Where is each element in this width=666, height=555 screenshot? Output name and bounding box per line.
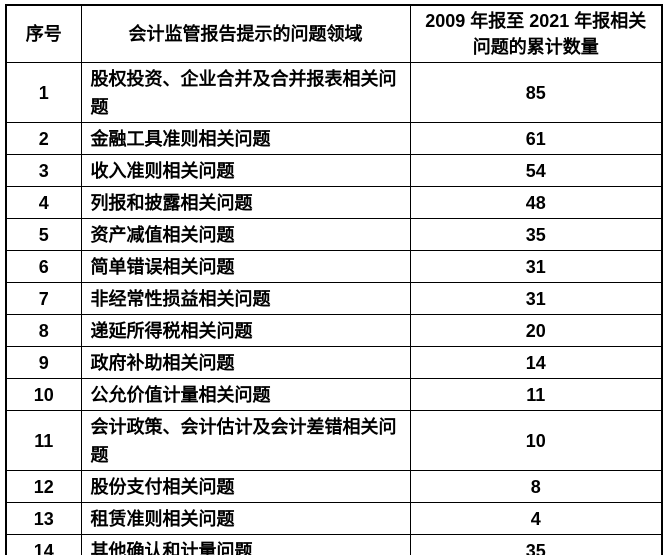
table-row: 14 其他确认和计量问题 35 bbox=[5, 534, 663, 555]
row-number: 2 bbox=[5, 122, 82, 155]
row-number: 6 bbox=[5, 250, 82, 283]
row-count: 10 bbox=[409, 410, 663, 471]
row-issue-area: 公允价值计量相关问题 bbox=[80, 378, 411, 411]
table-row: 10 公允价值计量相关问题 11 bbox=[5, 378, 663, 411]
row-count: 4 bbox=[409, 502, 663, 535]
row-number: 8 bbox=[5, 314, 82, 347]
row-count: 85 bbox=[409, 62, 663, 123]
row-number: 13 bbox=[5, 502, 82, 535]
table-body: 1 股权投资、企业合并及合并报表相关问题 85 2 金融工具准则相关问题 61 … bbox=[5, 62, 663, 555]
table-row: 4 列报和披露相关问题 48 bbox=[5, 186, 663, 219]
table-header: 序号 会计监管报告提示的问题领域 2009 年报至 2021 年报相关问题的累计… bbox=[5, 4, 663, 63]
row-count: 8 bbox=[409, 470, 663, 503]
row-number: 5 bbox=[5, 218, 82, 251]
row-count: 14 bbox=[409, 346, 663, 379]
row-number: 1 bbox=[5, 62, 82, 123]
table-row: 2 金融工具准则相关问题 61 bbox=[5, 122, 663, 155]
table-row: 9 政府补助相关问题 14 bbox=[5, 346, 663, 379]
row-count: 31 bbox=[409, 282, 663, 315]
header-cell-area: 会计监管报告提示的问题领域 bbox=[80, 4, 411, 63]
row-count: 20 bbox=[409, 314, 663, 347]
issues-table: 序号 会计监管报告提示的问题领域 2009 年报至 2021 年报相关问题的累计… bbox=[5, 4, 663, 555]
row-number: 10 bbox=[5, 378, 82, 411]
row-issue-area: 租赁准则相关问题 bbox=[80, 502, 411, 535]
table-row: 5 资产减值相关问题 35 bbox=[5, 218, 663, 251]
row-number: 14 bbox=[5, 534, 82, 555]
table-row: 8 递延所得税相关问题 20 bbox=[5, 314, 663, 347]
table-row: 13 租赁准则相关问题 4 bbox=[5, 502, 663, 535]
row-number: 3 bbox=[5, 154, 82, 187]
table-row: 6 简单错误相关问题 31 bbox=[5, 250, 663, 283]
row-count: 61 bbox=[409, 122, 663, 155]
row-count: 35 bbox=[409, 218, 663, 251]
header-row: 序号 会计监管报告提示的问题领域 2009 年报至 2021 年报相关问题的累计… bbox=[5, 4, 663, 63]
row-number: 7 bbox=[5, 282, 82, 315]
row-number: 11 bbox=[5, 410, 82, 471]
row-issue-area: 金融工具准则相关问题 bbox=[80, 122, 411, 155]
row-issue-area: 会计政策、会计估计及会计差错相关问题 bbox=[80, 410, 411, 471]
row-issue-area: 列报和披露相关问题 bbox=[80, 186, 411, 219]
row-issue-area: 股权投资、企业合并及合并报表相关问题 bbox=[80, 62, 411, 123]
row-count: 54 bbox=[409, 154, 663, 187]
row-count: 48 bbox=[409, 186, 663, 219]
row-issue-area: 收入准则相关问题 bbox=[80, 154, 411, 187]
table-row: 12 股份支付相关问题 8 bbox=[5, 470, 663, 503]
row-number: 9 bbox=[5, 346, 82, 379]
table-row: 1 股权投资、企业合并及合并报表相关问题 85 bbox=[5, 62, 663, 123]
header-cell-count: 2009 年报至 2021 年报相关问题的累计数量 bbox=[409, 4, 663, 63]
table-row: 3 收入准则相关问题 54 bbox=[5, 154, 663, 187]
row-issue-area: 非经常性损益相关问题 bbox=[80, 282, 411, 315]
row-issue-area: 其他确认和计量问题 bbox=[80, 534, 411, 555]
row-issue-area: 递延所得税相关问题 bbox=[80, 314, 411, 347]
row-issue-area: 资产减值相关问题 bbox=[80, 218, 411, 251]
row-issue-area: 股份支付相关问题 bbox=[80, 470, 411, 503]
row-issue-area: 简单错误相关问题 bbox=[80, 250, 411, 283]
row-count: 35 bbox=[409, 534, 663, 555]
row-count: 11 bbox=[409, 378, 663, 411]
row-issue-area: 政府补助相关问题 bbox=[80, 346, 411, 379]
header-cell-no: 序号 bbox=[5, 4, 82, 63]
row-count: 31 bbox=[409, 250, 663, 283]
row-number: 4 bbox=[5, 186, 82, 219]
table-row: 7 非经常性损益相关问题 31 bbox=[5, 282, 663, 315]
row-number: 12 bbox=[5, 470, 82, 503]
table-row: 11 会计政策、会计估计及会计差错相关问题 10 bbox=[5, 410, 663, 471]
